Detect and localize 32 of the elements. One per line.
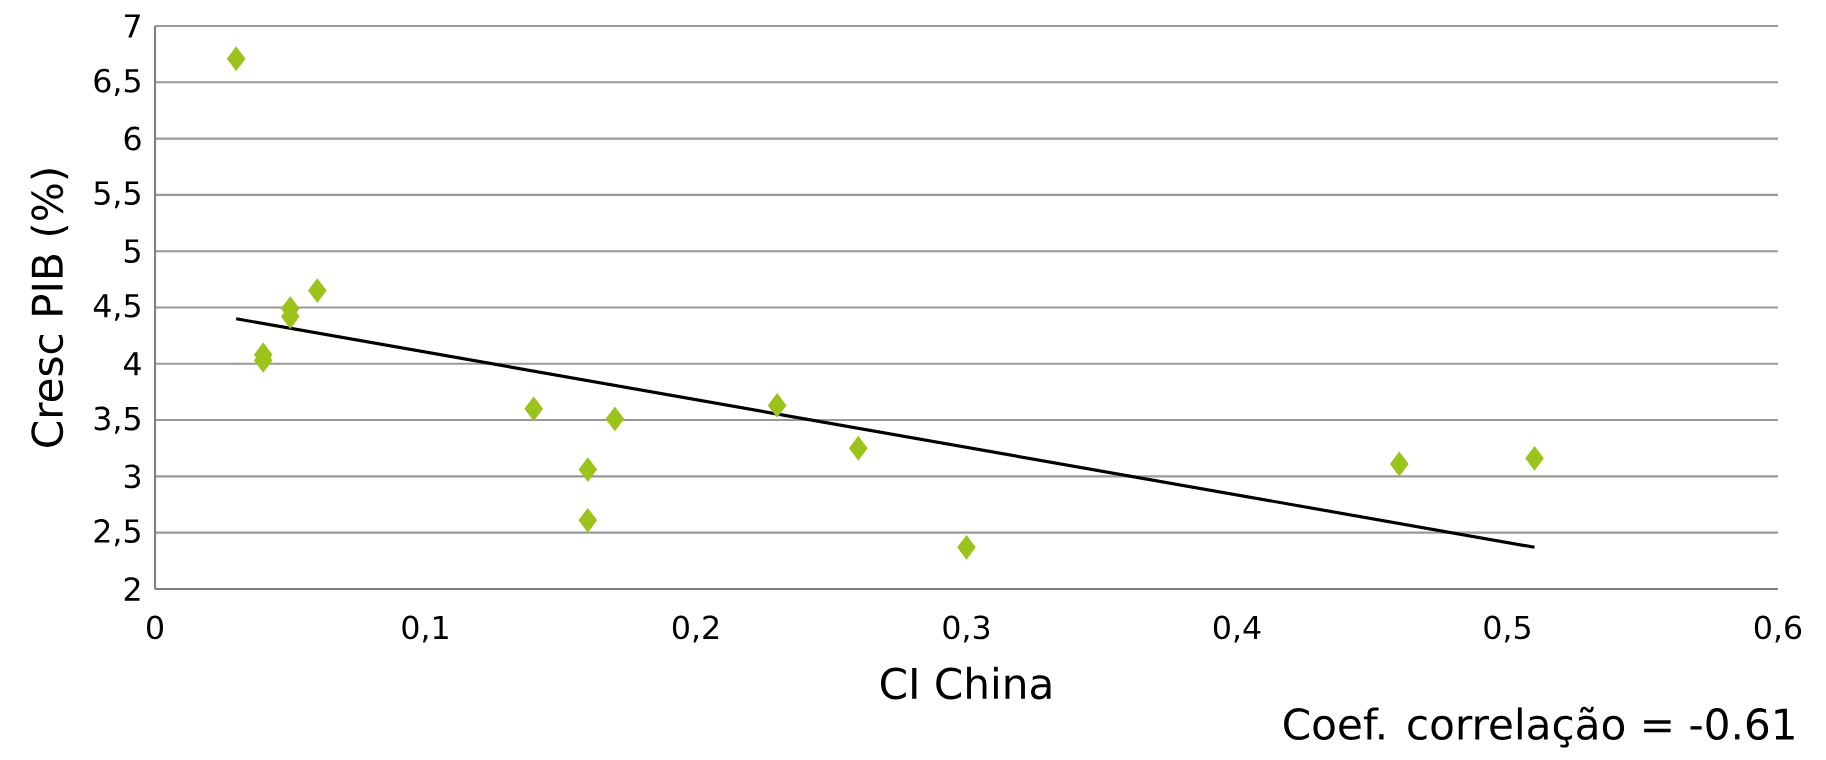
y-tick-label: 2,5: [94, 519, 140, 547]
x-tick-label: 0,1: [402, 615, 448, 643]
x-tick-label: 0: [147, 615, 163, 640]
y-tick-label: 5: [124, 239, 140, 263]
point: [308, 278, 327, 303]
point: [957, 535, 976, 560]
y-tick-label: 6: [124, 126, 141, 151]
x-tick-label: 0,6: [1754, 615, 1802, 643]
point: [605, 407, 624, 431]
x-tick-label: 0,4: [1213, 615, 1261, 643]
x-axis-title: CI China: [880, 666, 1051, 700]
text: Coef. correlação = -0.61: [1284, 706, 1794, 748]
point: [768, 393, 787, 418]
y-tick-label: 3,5: [94, 406, 140, 434]
y-tick-label: 7: [125, 14, 140, 38]
y-axis-title: Cresc PIB (%): [30, 169, 69, 447]
x-tick-label: 0,2: [672, 615, 718, 643]
point: [524, 396, 543, 421]
y-tick-label: 4: [124, 352, 141, 376]
x-tick-label: 0,5: [1484, 615, 1530, 643]
y-tick-label: 5,5: [94, 181, 140, 209]
point: [1390, 452, 1409, 476]
y-tick-label: 4,5: [93, 294, 140, 321]
point: [1525, 446, 1544, 471]
y-tick-label: 2: [124, 577, 140, 601]
point: [578, 457, 597, 482]
y-tick-label: 6,5: [94, 68, 140, 96]
point: [578, 508, 597, 533]
x-tick-label: 0,3: [943, 615, 990, 643]
y-tick-label: 3: [124, 464, 141, 489]
point: [849, 436, 868, 461]
point: [227, 46, 246, 71]
